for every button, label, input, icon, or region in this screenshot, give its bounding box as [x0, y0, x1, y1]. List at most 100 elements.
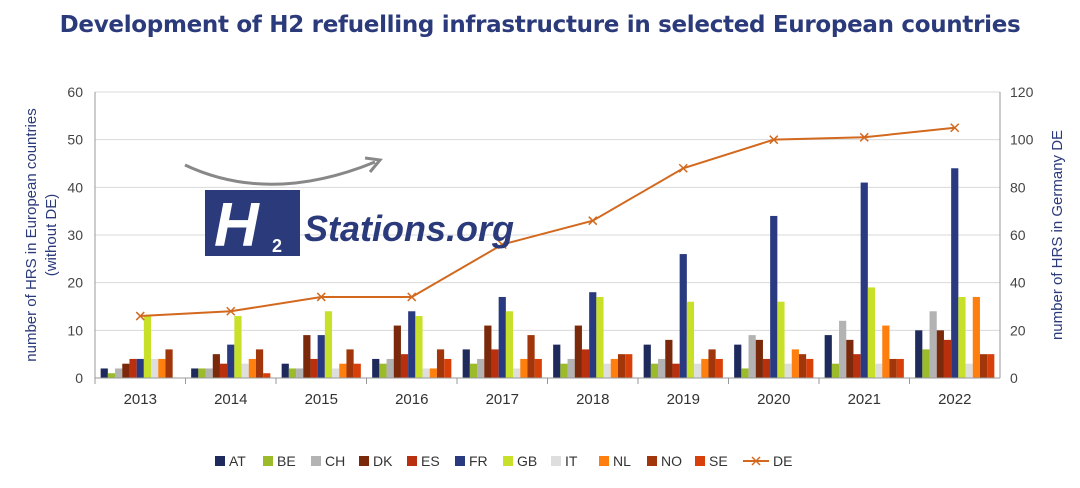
bar-SE-2017: [534, 358, 542, 378]
point-DE: [135, 311, 145, 321]
bar-BE-2013: [107, 373, 116, 378]
bar-DK-2016: [393, 325, 401, 378]
bar-SE-2014: [263, 373, 271, 378]
bar-NO-2020: [798, 354, 807, 378]
y-tick-label: 30: [67, 227, 83, 243]
bar-IT-2016: [422, 368, 430, 378]
svg-text:BE: BE: [277, 453, 296, 469]
svg-text:IT: IT: [565, 453, 578, 469]
logo-letter: H: [214, 191, 260, 260]
bar-IT-2020: [784, 363, 792, 378]
x-tick-label: 2016: [395, 391, 428, 408]
legend-item-FR: FR: [455, 453, 488, 469]
bar-GB-2016: [415, 316, 423, 378]
legend-item-ES: ES: [407, 453, 440, 469]
bar-DK-2013: [122, 363, 130, 378]
point-DE: [407, 292, 417, 302]
bar-BE-2020: [741, 368, 749, 378]
bar-BE-2018: [560, 363, 568, 378]
bar-GB-2015: [324, 311, 333, 378]
y-tick-label: 40: [67, 179, 83, 195]
bar-CH-2015: [296, 368, 304, 378]
bar-BE-2014: [198, 368, 206, 378]
bar-AT-2016: [372, 358, 380, 378]
h2stations-logo: H 2 Stations.org: [184, 156, 514, 260]
bar-NO-2014: [255, 349, 264, 378]
bar-DK-2021: [846, 339, 854, 378]
point-DE: [497, 240, 507, 250]
bar-NO-2018: [617, 354, 626, 378]
bar-CH-2019: [658, 358, 666, 378]
y-tick-label: 0: [75, 370, 83, 386]
x-tick-label: 2017: [486, 391, 519, 408]
bar-AT-2021: [824, 335, 832, 378]
bar-AT-2014: [191, 368, 199, 378]
y2-axis-label: number of HRS in Germany DE: [1049, 130, 1066, 340]
y2-tick-label: 120: [1010, 84, 1034, 100]
x-tick-label: 2013: [124, 391, 157, 408]
bar-BE-2016: [379, 363, 387, 378]
y2-tick-label: 100: [1010, 132, 1034, 148]
bar-AT-2018: [553, 344, 561, 378]
bar-FR-2021: [860, 182, 868, 378]
bar-NO-2017: [527, 335, 535, 378]
legend-item-IT: IT: [551, 453, 578, 469]
bar-GB-2017: [505, 311, 514, 378]
legend-item-DK: DK: [359, 453, 393, 469]
x-tick-label: 2022: [938, 391, 971, 408]
bar-FR-2016: [408, 311, 416, 378]
bar-AT-2019: [643, 344, 651, 378]
bar-NL-2020: [791, 349, 799, 378]
bar-IT-2017: [513, 368, 521, 378]
y2-tick-label: 0: [1010, 370, 1018, 386]
y2-tick-label: 20: [1010, 322, 1026, 338]
bar-SE-2016: [444, 358, 452, 378]
bar-GB-2020: [777, 301, 785, 378]
bar-DK-2019: [665, 339, 673, 378]
logo-text: Stations.org: [304, 208, 514, 249]
bar-IT-2013: [151, 358, 159, 378]
bar-DK-2015: [303, 335, 311, 378]
bar-GB-2019: [686, 301, 695, 378]
bar-BE-2017: [469, 363, 478, 378]
bar-DK-2020: [755, 339, 763, 378]
x-tick-label: 2020: [757, 391, 790, 408]
bar-SE-2020: [806, 358, 814, 378]
bar-CH-2017: [477, 358, 485, 378]
point-DE: [769, 135, 779, 145]
bar-IT-2021: [875, 363, 883, 378]
bar-CH-2013: [115, 368, 123, 378]
bar-DK-2017: [484, 325, 492, 378]
bar-NL-2016: [429, 368, 437, 378]
legend-item-AT: AT: [215, 453, 246, 469]
bar-NL-2018: [610, 358, 618, 378]
logo-subscript: 2: [272, 236, 282, 256]
y2-tick-label: 40: [1010, 275, 1026, 291]
bar-FR-2017: [498, 296, 506, 378]
bar-CH-2021: [839, 320, 847, 378]
bar-ES-2015: [310, 358, 318, 378]
bar-NL-2022: [972, 296, 980, 378]
bar-ES-2021: [853, 354, 861, 378]
bar-FR-2019: [679, 254, 687, 378]
bar-NO-2016: [436, 349, 445, 378]
bar-BE-2019: [650, 363, 659, 378]
bar-DK-2022: [936, 330, 944, 378]
bar-SE-2021: [896, 358, 904, 378]
bar-SE-2019: [715, 358, 723, 378]
bar-AT-2013: [100, 368, 108, 378]
bar-FR-2018: [589, 292, 597, 378]
x-tick-label: 2019: [667, 391, 700, 408]
point-DE: [316, 292, 326, 302]
bar-ES-2018: [581, 349, 590, 378]
point-DE: [859, 132, 869, 142]
bar-NO-2019: [708, 349, 716, 378]
svg-text:DE: DE: [773, 453, 792, 469]
bar-AT-2015: [281, 363, 289, 378]
bar-BE-2015: [288, 368, 297, 378]
y2-tick-label: 60: [1010, 227, 1026, 243]
bar-ES-2017: [491, 349, 499, 378]
legend-item-NO: NO: [647, 453, 682, 469]
bar-CH-2018: [567, 358, 575, 378]
